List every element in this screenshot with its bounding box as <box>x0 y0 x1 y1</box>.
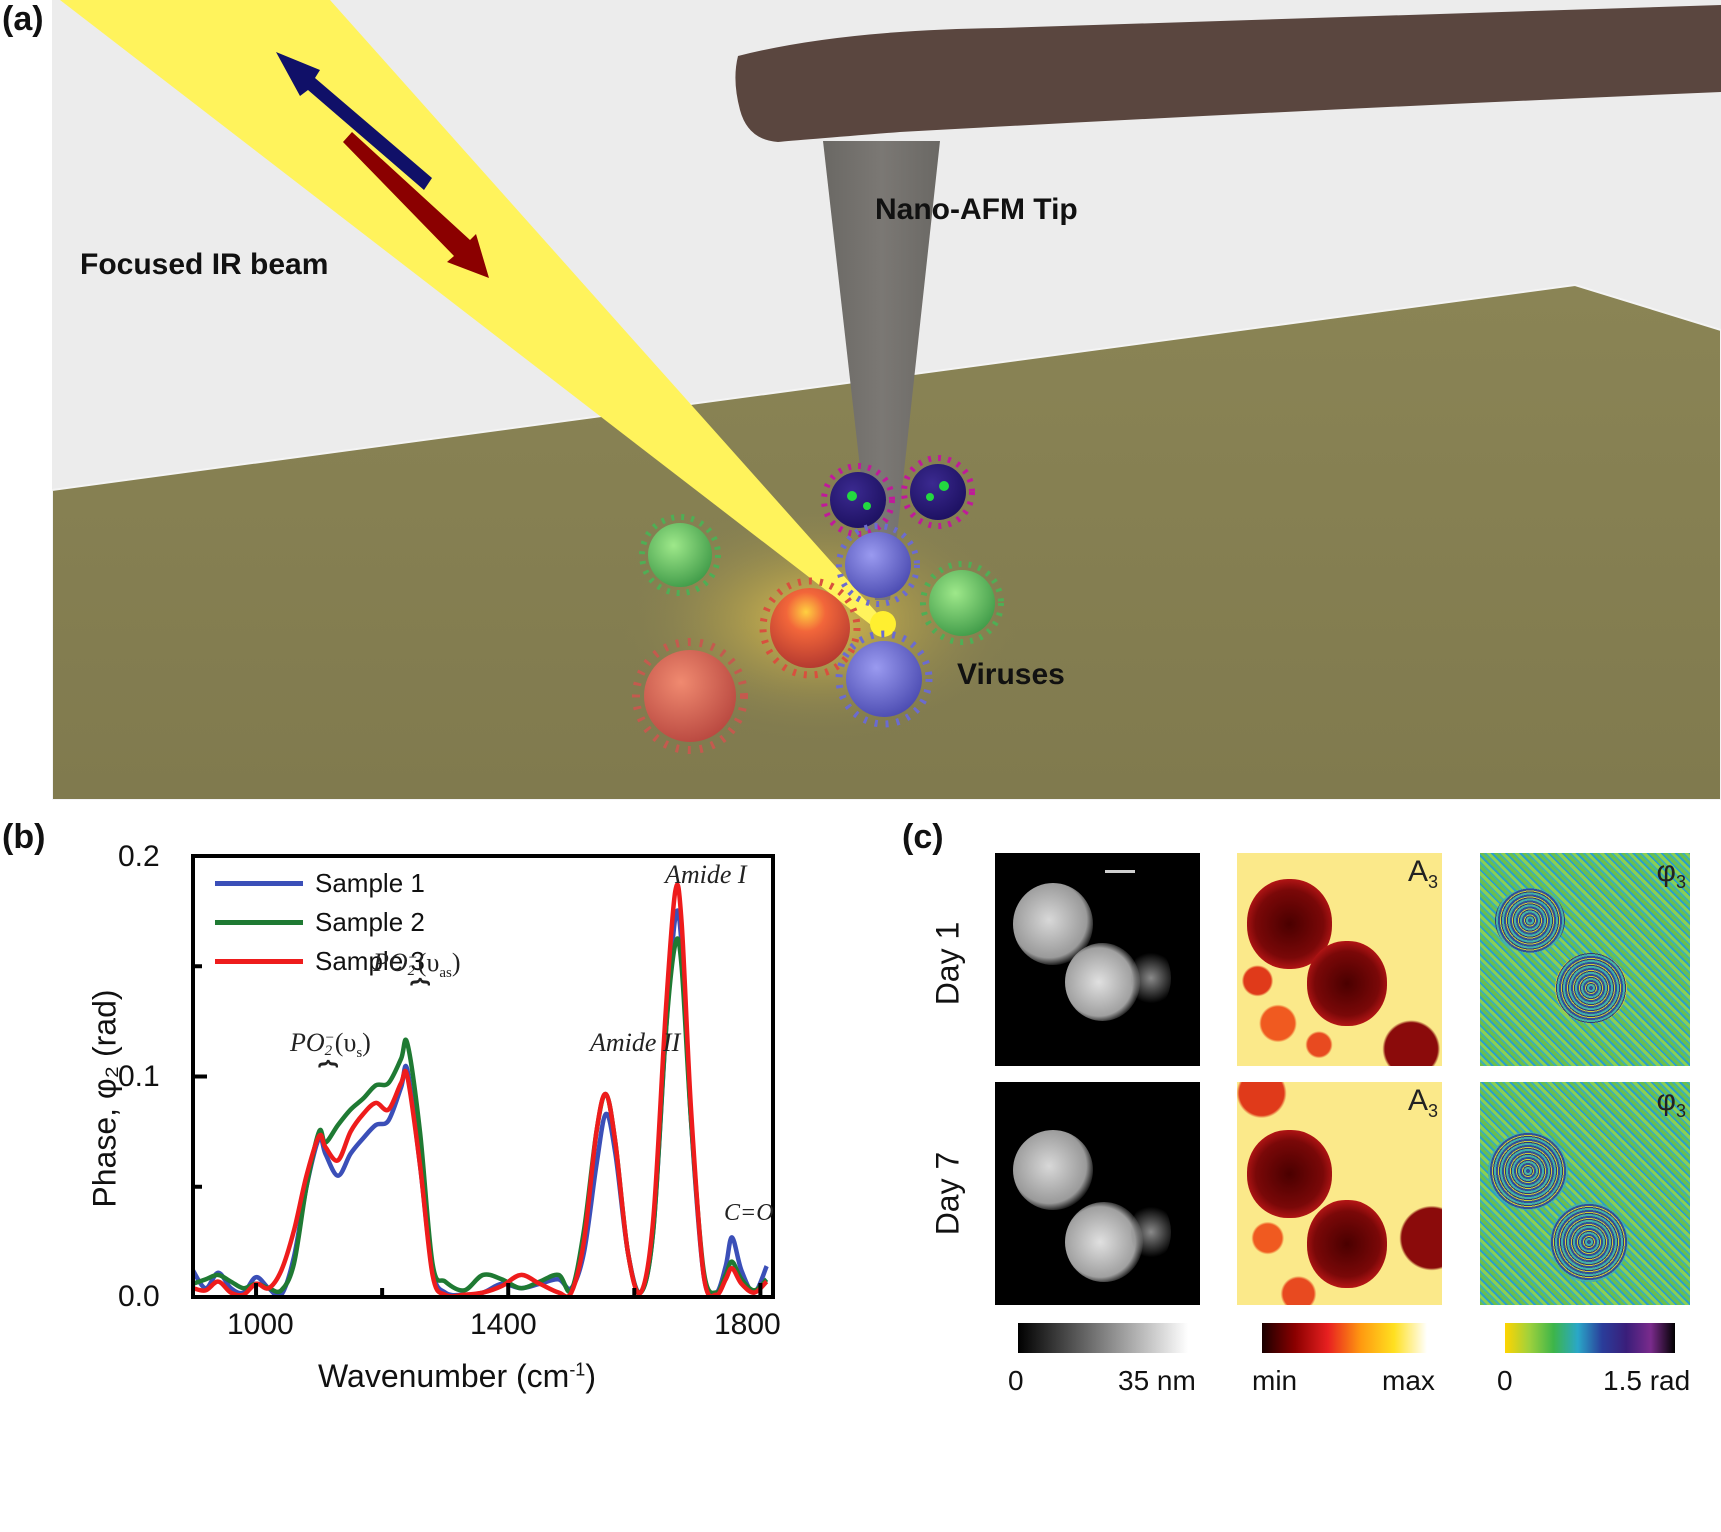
phase-map-day-1: φ3 <box>1480 853 1690 1066</box>
afm-scene-illustration <box>52 0 1721 800</box>
spectrum-plot-area <box>191 854 775 1299</box>
spectrum-chart: 0.2 0.1 0.0 1000 1400 1800 Phase, φ₂ (ra… <box>0 830 900 1532</box>
row-label-day-7: Day 7 <box>929 1151 966 1236</box>
virus-particles <box>632 455 1004 754</box>
scale-bar <box>1105 870 1135 873</box>
annotation-brace: ⏞ <box>318 1062 339 1099</box>
legend-label: Sample 2 <box>315 907 425 937</box>
ir-beam-label: Focused IR beam <box>80 248 329 281</box>
legend-item-sample-3: Sample 3 <box>215 946 425 977</box>
series-line-sample-2 <box>192 936 769 1296</box>
colorbar-phase <box>1505 1323 1675 1353</box>
panel-c-letter: (c) <box>902 818 944 856</box>
colorbar-amplitude-min: min <box>1252 1365 1298 1396</box>
annotation-carbonyl: C=O <box>724 1200 774 1226</box>
colorbar-amplitude-max: max <box>1382 1365 1435 1396</box>
colorbar-amplitude <box>1262 1323 1427 1353</box>
legend-label: Sample 1 <box>315 868 425 898</box>
phase-label: φ3 <box>1656 1084 1686 1121</box>
amplitude-label: A3 <box>1407 1084 1438 1121</box>
afm-tip-label: Nano-AFM Tip <box>875 193 1078 226</box>
topography-map-day-7 <box>995 1082 1200 1305</box>
annotation-brace: ⏞ <box>410 980 431 1017</box>
x-axis-title: Wavenumber (cm-1) <box>318 1358 596 1394</box>
x-tick-label: 1000 <box>227 1308 294 1341</box>
legend-swatch-blue <box>215 881 303 886</box>
phase-label: φ3 <box>1656 855 1686 892</box>
amplitude-map-day-1: A3 <box>1237 853 1442 1066</box>
colorbar-phase-max: 1.5 rad <box>1603 1365 1691 1396</box>
annotation-amide-ii: Amide II <box>590 1028 681 1057</box>
legend-item-sample-1: Sample 1 <box>215 868 425 899</box>
legend-swatch-green <box>215 920 303 925</box>
legend-item-sample-2: Sample 2 <box>215 907 425 938</box>
x-tick-label: 1400 <box>470 1308 537 1341</box>
annotation-amide-i: Amide I <box>665 860 747 889</box>
viruses-label: Viruses <box>957 658 1065 691</box>
x-tick-label: 1800 <box>714 1308 781 1341</box>
panel-a-render: Focused IR beam Nano-AFM Tip Viruses <box>52 0 1721 800</box>
y-tick-label: 0.1 <box>118 1060 160 1093</box>
colorbar-topography <box>1018 1323 1188 1353</box>
polarization-arrows <box>276 52 489 278</box>
y-tick-label: 0.0 <box>118 1280 160 1313</box>
legend-label: Sample 3 <box>315 946 425 976</box>
legend-swatch-red <box>215 959 303 964</box>
series-line-sample-3 <box>192 882 769 1299</box>
colorbar-topography-max: 35 nm <box>1118 1365 1196 1396</box>
amplitude-label: A3 <box>1407 855 1438 892</box>
annotation-po2-asym: PO −2 (υas) <box>373 948 461 982</box>
annotation-po2-sym: PO −2 (υs) <box>290 1028 371 1062</box>
colorbar-topography-min: 0 <box>1008 1365 1024 1396</box>
panel-b-letter: (b) <box>2 818 46 856</box>
phase-map-day-7: φ3 <box>1480 1082 1690 1305</box>
y-tick-label: 0.2 <box>118 840 160 873</box>
row-label-day-1: Day 1 <box>929 921 966 1006</box>
topography-map-day-1 <box>995 853 1200 1066</box>
amplitude-map-day-7: A3 <box>1237 1082 1442 1305</box>
panel-a-letter: (a) <box>2 0 44 38</box>
colorbar-phase-min: 0 <box>1497 1365 1513 1396</box>
y-axis-title: Phase, φ₂ (rad) <box>86 989 123 1208</box>
